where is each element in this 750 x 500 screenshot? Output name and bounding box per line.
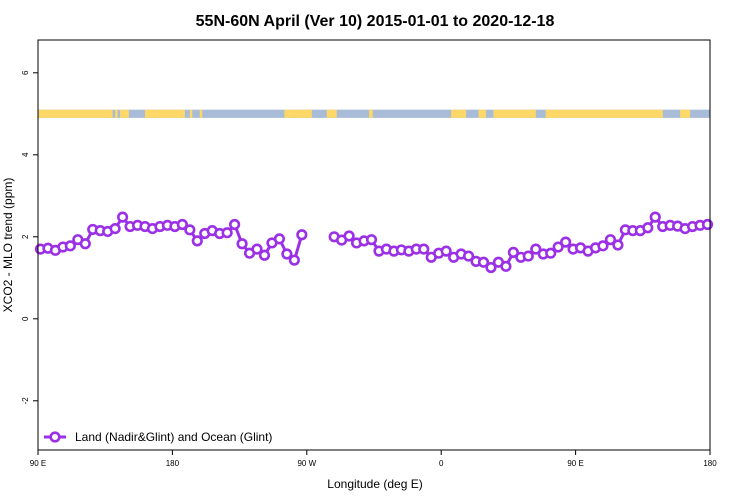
x-tick-label: 180 — [703, 459, 717, 468]
land-segment — [38, 109, 113, 118]
data-point — [79, 238, 91, 250]
x-tick-label: 90 E — [30, 459, 46, 468]
data-point — [604, 234, 617, 246]
chart-title: 55N-60N April (Ver 10) 2015-01-01 to 202… — [196, 13, 555, 30]
data-point — [485, 261, 497, 274]
data-point — [176, 218, 188, 231]
land-segment — [369, 109, 373, 118]
data-point — [365, 234, 378, 246]
y-tick-label: 4 — [21, 152, 30, 157]
x-tick-label: 90 E — [567, 459, 583, 468]
land-segment — [284, 109, 295, 118]
x-tick-label: 0 — [439, 459, 444, 468]
axes: 90 E 180 90 W 0 90 E 180 -2 0 2 4 6 — [21, 70, 717, 468]
land-segment — [326, 109, 337, 118]
data-point — [288, 254, 300, 266]
y-tick-label: 0 — [21, 316, 30, 321]
data-point — [701, 218, 714, 231]
land-ocean-band — [38, 109, 710, 118]
land-segment — [189, 109, 193, 118]
ocean-band — [38, 109, 710, 118]
land-segment — [115, 109, 118, 118]
land-segment — [493, 109, 536, 118]
data-point — [545, 247, 557, 259]
land-segment — [199, 109, 203, 118]
data-point — [109, 223, 121, 235]
land-segment — [145, 109, 185, 118]
data-point — [184, 224, 196, 236]
legend: Land (Nadir&Glint) and Ocean (Glint) — [44, 430, 272, 444]
data-point — [296, 229, 308, 241]
data-point — [117, 211, 129, 223]
land-segment — [294, 109, 312, 118]
data-point — [477, 256, 490, 268]
data-point — [500, 260, 512, 272]
x-axis-label: Longitude (deg E) — [327, 477, 422, 491]
data-point — [273, 233, 286, 245]
data-point — [530, 243, 542, 255]
data-point — [649, 211, 661, 223]
x-tick-label: 180 — [166, 459, 180, 468]
series-layer — [34, 211, 714, 274]
legend-marker — [49, 431, 61, 443]
data-point — [612, 239, 624, 251]
plot-frame — [37, 39, 711, 451]
data-point — [191, 235, 203, 247]
y-tick-label: 6 — [21, 70, 30, 75]
data-point — [642, 222, 654, 234]
data-point — [236, 238, 248, 250]
data-point — [343, 230, 355, 242]
land-segment — [680, 109, 691, 118]
data-point — [522, 250, 534, 262]
data-point — [281, 248, 293, 260]
data-point — [462, 250, 475, 262]
data-point — [440, 245, 452, 257]
land-segment — [545, 109, 663, 118]
y-tick-label: 2 — [21, 234, 30, 239]
data-point — [251, 243, 263, 255]
legend-label: Land (Nadir&Glint) and Ocean (Glint) — [75, 430, 272, 444]
land-segment — [120, 109, 129, 118]
data-point — [418, 243, 430, 255]
data-point — [552, 241, 564, 253]
data-point — [507, 246, 519, 258]
data-point — [64, 240, 76, 252]
data-point — [560, 236, 572, 248]
data-point — [597, 240, 609, 252]
y-tick-label: -2 — [21, 397, 30, 405]
land-segment — [478, 109, 486, 118]
land-segment — [451, 109, 467, 118]
data-point — [258, 249, 271, 261]
data-point — [229, 218, 241, 231]
data-point — [221, 227, 233, 239]
y-axis-label: XCO2 - MLO trend (ppm) — [1, 178, 15, 313]
x-tick-label: 90 W — [297, 459, 316, 468]
